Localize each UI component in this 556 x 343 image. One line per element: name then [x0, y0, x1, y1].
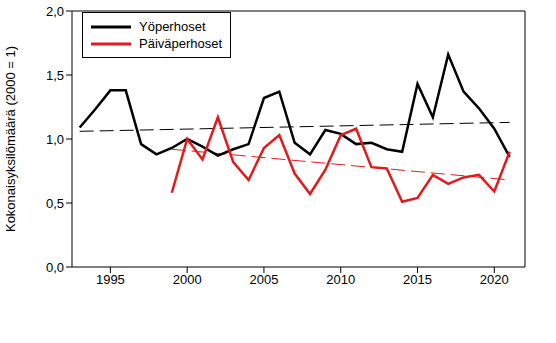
- svg-text:1,0: 1,0: [46, 132, 64, 147]
- svg-text:2000: 2000: [173, 272, 202, 287]
- svg-text:1995: 1995: [96, 272, 125, 287]
- svg-text:0,0: 0,0: [46, 260, 64, 275]
- svg-text:2010: 2010: [326, 272, 355, 287]
- svg-text:Kokonaisyksilömäärä (2000 = 1): Kokonaisyksilömäärä (2000 = 1): [8, 46, 18, 232]
- html-text:Päiväperhoset: Päiväperhoset: [139, 36, 223, 51]
- svg-text:2005: 2005: [249, 272, 278, 287]
- svg-text:1,5: 1,5: [46, 68, 64, 83]
- svg-text:2015: 2015: [403, 272, 432, 287]
- html-text:Yöperhoset: Yöperhoset: [139, 19, 206, 34]
- svg-text:0,5: 0,5: [46, 196, 64, 211]
- svg-text:2,0: 2,0: [46, 4, 64, 19]
- svg-text:2020: 2020: [480, 272, 509, 287]
